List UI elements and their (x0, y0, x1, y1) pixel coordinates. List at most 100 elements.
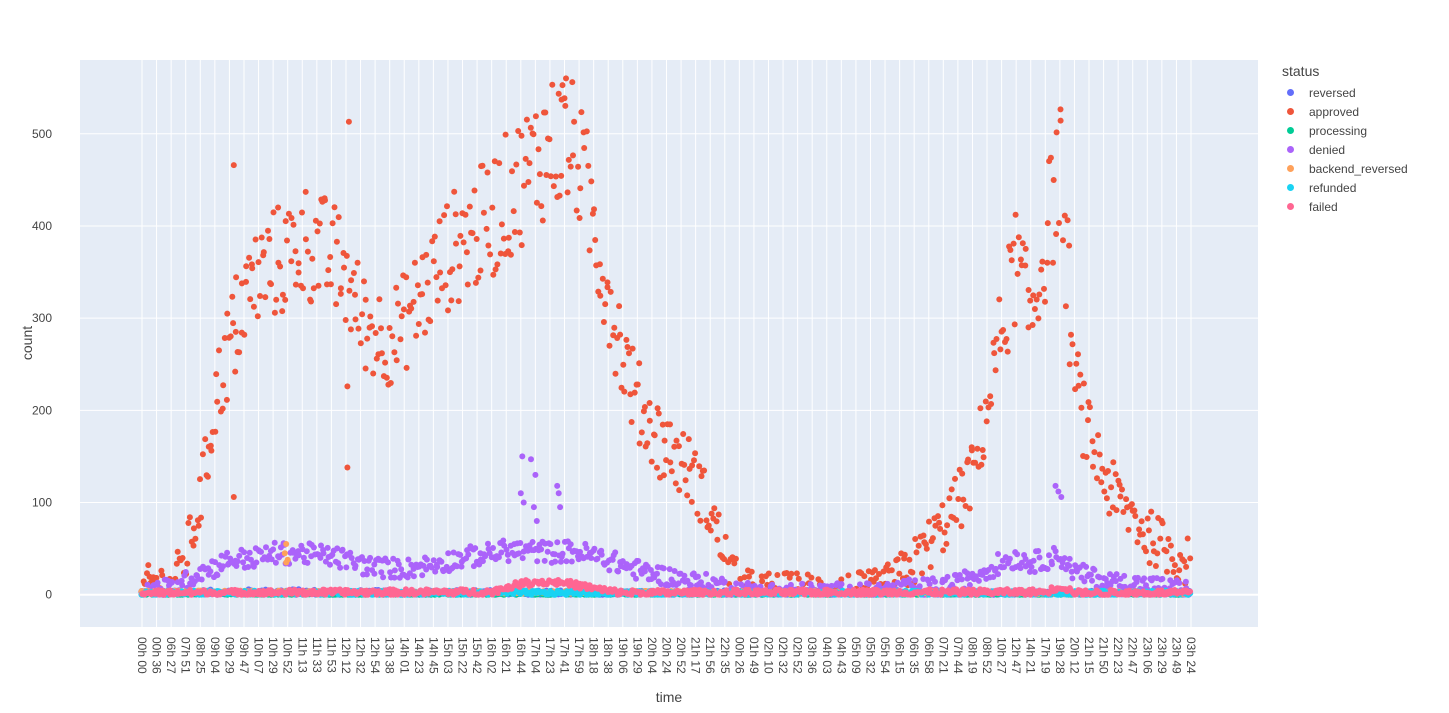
point-approved[interactable] (315, 282, 322, 289)
point-approved[interactable] (602, 301, 609, 308)
point-approved[interactable] (230, 162, 237, 169)
point-approved[interactable] (1112, 471, 1119, 478)
point-approved[interactable] (644, 440, 651, 447)
point-denied[interactable] (557, 558, 564, 565)
point-denied[interactable] (423, 556, 430, 563)
point-approved[interactable] (935, 513, 941, 520)
point-approved[interactable] (302, 188, 309, 195)
point-approved[interactable] (722, 533, 729, 540)
point-approved[interactable] (759, 578, 766, 585)
point-denied[interactable] (253, 559, 260, 566)
point-approved[interactable] (617, 331, 624, 338)
point-denied[interactable] (339, 546, 346, 553)
point-approved[interactable] (1066, 361, 1073, 368)
point-approved[interactable] (1062, 303, 1069, 310)
point-approved[interactable] (654, 464, 660, 471)
point-denied[interactable] (335, 560, 342, 567)
point-approved[interactable] (681, 461, 688, 468)
point-approved[interactable] (612, 370, 619, 377)
point-approved[interactable] (696, 463, 703, 470)
point-approved[interactable] (1083, 454, 1090, 460)
point-denied[interactable] (751, 582, 758, 589)
point-denied[interactable] (606, 567, 613, 574)
point-denied[interactable] (428, 564, 435, 571)
point-approved[interactable] (243, 263, 250, 270)
point-backend_reversed[interactable] (283, 559, 290, 566)
point-approved[interactable] (230, 494, 237, 500)
point-approved[interactable] (174, 548, 181, 555)
point-denied[interactable] (695, 573, 701, 580)
point-approved[interactable] (715, 511, 722, 518)
point-approved[interactable] (581, 145, 588, 151)
point-approved[interactable] (1014, 270, 1021, 277)
point-approved[interactable] (378, 350, 385, 357)
point-approved[interactable] (888, 567, 895, 574)
point-approved[interactable] (362, 365, 369, 372)
point-approved[interactable] (1019, 240, 1026, 247)
point-approved[interactable] (489, 204, 496, 211)
point-denied[interactable] (1018, 559, 1025, 566)
point-denied[interactable] (544, 548, 551, 555)
point-denied[interactable] (995, 551, 1001, 557)
point-approved[interactable] (701, 467, 708, 474)
point-approved[interactable] (424, 279, 431, 286)
point-denied[interactable] (1006, 555, 1013, 562)
point-approved[interactable] (588, 178, 595, 185)
point-denied[interactable] (334, 545, 341, 552)
point-approved[interactable] (236, 349, 243, 356)
point-approved[interactable] (952, 475, 958, 482)
point-approved[interactable] (906, 556, 913, 563)
point-approved[interactable] (974, 445, 981, 452)
point-approved[interactable] (204, 473, 211, 480)
point-denied[interactable] (547, 541, 554, 548)
point-denied[interactable] (538, 546, 545, 553)
point-approved[interactable] (939, 502, 946, 509)
point-approved[interactable] (441, 212, 448, 219)
point-approved[interactable] (469, 230, 476, 237)
point-approved[interactable] (292, 281, 299, 288)
point-approved[interactable] (732, 555, 739, 562)
point-approved[interactable] (348, 277, 355, 284)
point-denied[interactable] (503, 546, 510, 553)
point-approved[interactable] (556, 192, 563, 199)
point-denied[interactable] (1096, 574, 1103, 581)
point-denied[interactable] (932, 578, 938, 585)
point-approved[interactable] (288, 215, 295, 221)
point-approved[interactable] (308, 298, 314, 305)
point-approved[interactable] (1060, 237, 1066, 244)
point-denied[interactable] (268, 556, 275, 563)
point-approved[interactable] (1169, 556, 1176, 563)
point-approved[interactable] (452, 211, 459, 218)
point-approved[interactable] (386, 325, 393, 331)
point-denied[interactable] (458, 563, 465, 570)
point-denied[interactable] (304, 559, 311, 566)
point-approved[interactable] (535, 146, 542, 153)
point-approved[interactable] (626, 350, 632, 357)
point-approved[interactable] (542, 109, 549, 116)
point-approved[interactable] (322, 197, 328, 204)
point-approved[interactable] (190, 525, 197, 532)
point-denied[interactable] (465, 551, 472, 558)
point-approved[interactable] (329, 220, 336, 227)
point-approved[interactable] (487, 251, 494, 258)
point-denied[interactable] (990, 574, 997, 580)
point-denied[interactable] (1049, 561, 1055, 568)
point-approved[interactable] (456, 263, 463, 270)
point-approved[interactable] (533, 199, 540, 206)
point-approved[interactable] (563, 75, 569, 82)
point-approved[interactable] (944, 522, 951, 529)
point-denied[interactable] (320, 550, 327, 557)
point-approved[interactable] (937, 525, 944, 532)
point-denied[interactable] (916, 583, 923, 590)
point-approved[interactable] (207, 442, 214, 449)
point-approved[interactable] (1003, 336, 1010, 342)
point-approved[interactable] (389, 333, 396, 340)
point-denied[interactable] (327, 561, 333, 568)
point-approved[interactable] (195, 522, 202, 529)
point-approved[interactable] (958, 523, 965, 530)
point-approved[interactable] (290, 221, 297, 228)
point-approved[interactable] (1022, 245, 1029, 252)
point-approved[interactable] (991, 350, 998, 357)
point-approved[interactable] (884, 561, 891, 568)
point-approved[interactable] (671, 443, 678, 450)
